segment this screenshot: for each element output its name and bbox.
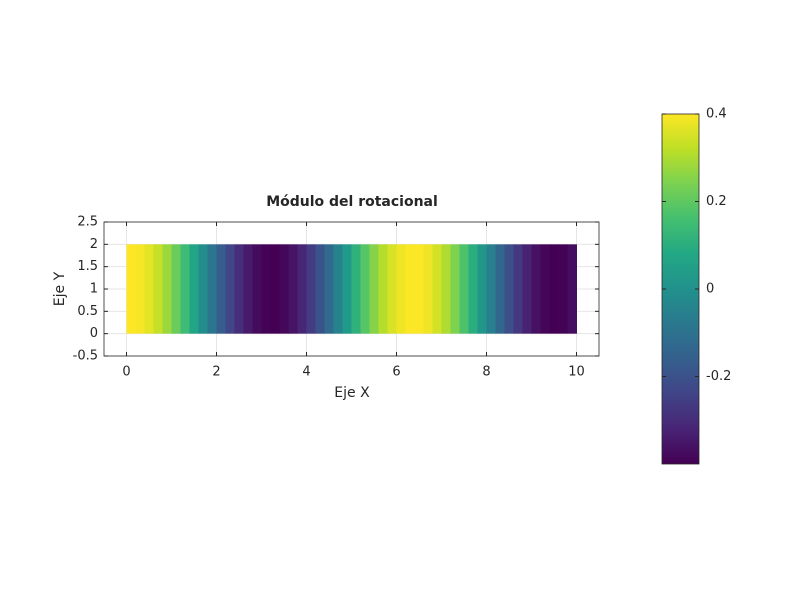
heatmap-cell	[315, 244, 325, 334]
heatmap-cell	[531, 244, 541, 334]
heatmap-cell	[162, 244, 172, 334]
heatmap-cell	[441, 244, 451, 334]
heatmap-cell	[540, 244, 550, 334]
heatmap-cell	[504, 244, 514, 334]
y-tick-label: 1	[90, 282, 98, 297]
heatmap-cell	[432, 244, 442, 334]
heatmap-cell	[342, 244, 352, 334]
heatmap-cell	[351, 244, 361, 334]
x-tick-label: 2	[212, 365, 220, 380]
x-tick-label: 8	[482, 365, 490, 380]
y-tick-label: 0.5	[77, 304, 98, 319]
heatmap-cell	[135, 244, 145, 334]
heatmap-cell	[234, 244, 244, 334]
heatmap-cell	[486, 244, 496, 334]
colorbar-tick-label: 0.2	[706, 194, 727, 209]
chart-title: Módulo del rotacional	[266, 194, 438, 210]
heatmap-cell	[360, 244, 370, 334]
heatmap-cell	[297, 244, 307, 334]
y-tick-label: 0	[90, 326, 98, 341]
heatmap-cell	[189, 244, 199, 334]
heatmap-cell	[270, 244, 280, 334]
heatmap-cell	[477, 244, 487, 334]
heatmap-cell	[243, 244, 253, 334]
heatmap-cell	[459, 244, 469, 334]
colorbar-tick-label: 0	[706, 282, 714, 297]
x-tick-label: 4	[302, 365, 310, 380]
heatmap-cell	[252, 244, 262, 334]
heatmap-cell	[126, 244, 136, 334]
heatmap-cell	[450, 244, 460, 334]
heatmap-cell	[423, 244, 433, 334]
heatmap-cell	[198, 244, 208, 334]
x-tick-label: 6	[392, 365, 400, 380]
heatmap-cell	[306, 244, 316, 334]
colorbar	[661, 113, 700, 465]
heatmap-cell	[549, 244, 559, 334]
heatmap-cell	[261, 244, 271, 334]
heatmap-cell	[387, 244, 397, 334]
heatmap-cell	[171, 244, 181, 334]
heatmap-cell	[513, 244, 523, 334]
heatmap-cell	[378, 244, 388, 334]
heatmap-cell	[225, 244, 235, 334]
y-tick-label: 2	[90, 237, 98, 252]
heatmap-cell	[495, 244, 505, 334]
heatmap-cell	[288, 244, 298, 334]
heatmap-cell	[279, 244, 289, 334]
heatmap-cell	[324, 244, 334, 334]
heatmap-cell	[216, 244, 226, 334]
heatmap-cell	[396, 244, 406, 334]
heatmap-cell	[558, 244, 568, 334]
heatmap-cell	[153, 244, 163, 334]
colorbar-tick-label: 0.4	[706, 107, 727, 122]
heatmap-cell	[468, 244, 478, 334]
x-tick-label: 0	[122, 365, 130, 380]
y-tick-label: -0.5	[73, 349, 98, 364]
heatmap-cell	[207, 244, 217, 334]
y-tick-label: 2.5	[77, 215, 98, 230]
y-tick-label: 1.5	[77, 259, 98, 274]
heatmap-cell	[405, 244, 415, 334]
y-axis-label: Eje Y	[52, 271, 68, 306]
x-tick-label: 10	[568, 365, 585, 380]
heatmap-cell	[333, 244, 343, 334]
colorbar-tick-label: -0.2	[706, 369, 731, 384]
heatmap-cell	[414, 244, 424, 334]
heatmap-cell	[144, 244, 154, 334]
heatmap-cell	[369, 244, 379, 334]
x-axis-label: Eje X	[334, 385, 370, 401]
heatmap-cell	[522, 244, 532, 334]
heatmap-cell	[180, 244, 190, 334]
heatmap-cell	[567, 244, 577, 334]
